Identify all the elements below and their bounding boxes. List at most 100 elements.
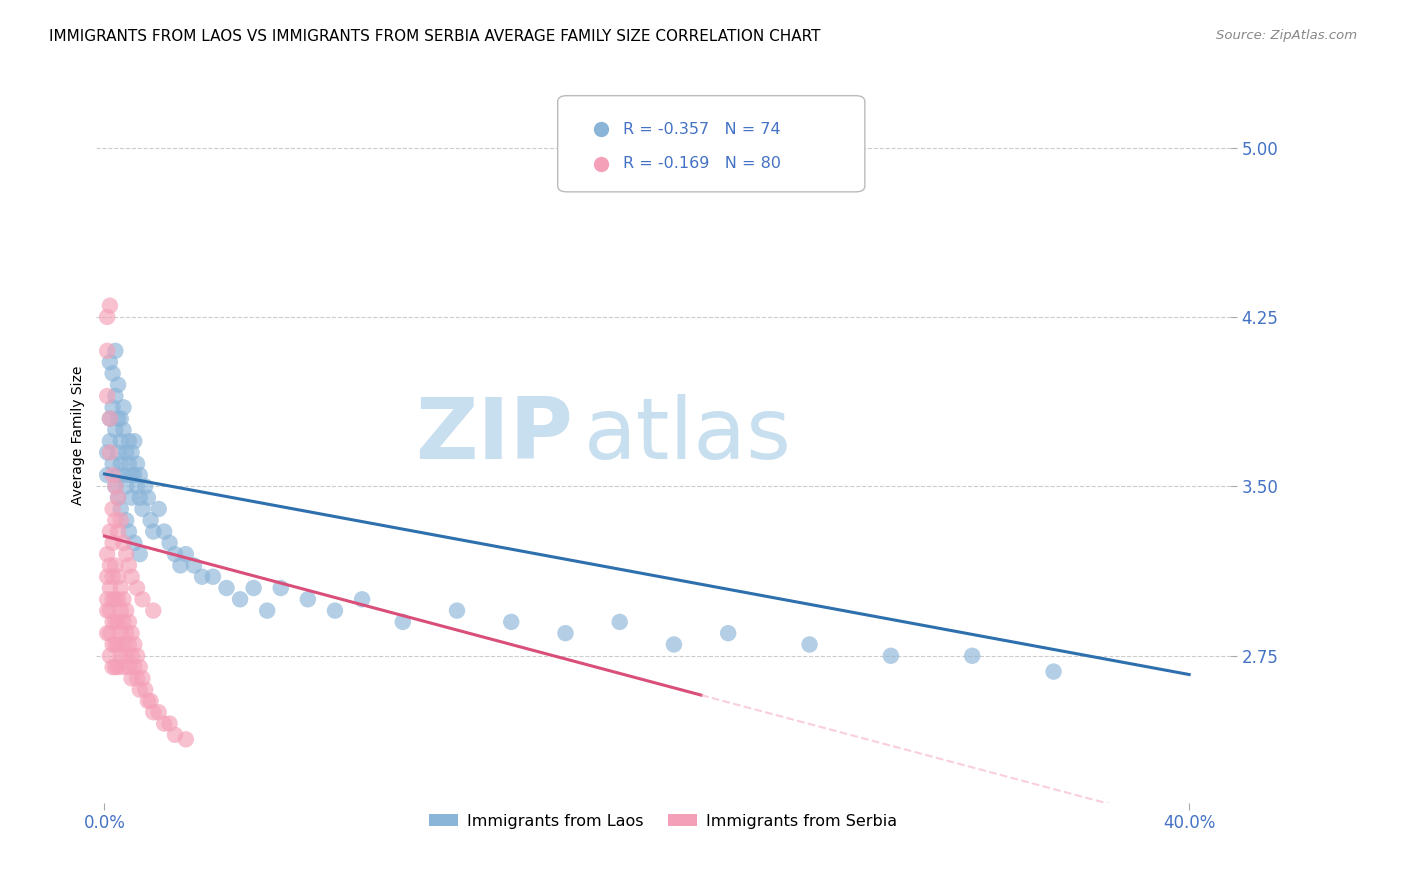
Point <box>107 570 129 584</box>
Point <box>142 604 165 618</box>
Point <box>112 423 135 437</box>
Point <box>118 615 141 629</box>
Point <box>118 434 141 449</box>
Point <box>98 558 121 573</box>
Point <box>110 626 132 640</box>
Point <box>96 343 118 358</box>
Point <box>96 468 118 483</box>
Point <box>124 660 146 674</box>
Point <box>115 547 138 561</box>
Point <box>242 581 264 595</box>
Point <box>134 479 156 493</box>
Point <box>101 660 124 674</box>
Point <box>107 468 129 483</box>
Point <box>118 558 141 573</box>
Point <box>98 411 121 425</box>
Point <box>118 638 141 652</box>
Point <box>112 615 135 629</box>
Point <box>799 638 821 652</box>
Point <box>110 502 132 516</box>
Point <box>110 411 132 425</box>
Legend: Immigrants from Laos, Immigrants from Serbia: Immigrants from Laos, Immigrants from Se… <box>423 807 904 835</box>
Point <box>142 705 165 719</box>
Point <box>131 672 153 686</box>
Point <box>121 491 143 505</box>
Point <box>124 536 146 550</box>
Point <box>104 660 127 674</box>
Point <box>121 648 143 663</box>
Point <box>104 479 127 493</box>
Point <box>98 604 121 618</box>
Point <box>153 524 176 539</box>
Point <box>107 638 129 652</box>
Point <box>125 672 148 686</box>
FancyBboxPatch shape <box>558 95 865 192</box>
Point <box>163 728 186 742</box>
Point <box>104 558 127 573</box>
Point <box>124 468 146 483</box>
Point <box>101 468 124 483</box>
Y-axis label: Average Family Size: Average Family Size <box>72 366 86 505</box>
Point <box>169 558 191 573</box>
Point <box>215 581 238 595</box>
Point <box>115 626 138 640</box>
Point <box>101 592 124 607</box>
Point <box>101 457 124 471</box>
Point <box>112 401 135 415</box>
Point <box>131 592 153 607</box>
Point <box>121 626 143 640</box>
Point <box>107 592 129 607</box>
Point <box>98 648 121 663</box>
Point <box>554 626 576 640</box>
Point <box>1042 665 1064 679</box>
Point <box>136 491 159 505</box>
Point <box>112 660 135 674</box>
Point <box>391 615 413 629</box>
Point <box>880 648 903 663</box>
Point <box>256 604 278 618</box>
Point <box>110 604 132 618</box>
Point <box>115 604 138 618</box>
Point <box>125 581 148 595</box>
Point <box>98 434 121 449</box>
Point <box>136 694 159 708</box>
Point <box>107 491 129 505</box>
Point <box>131 502 153 516</box>
Point <box>201 570 224 584</box>
Point <box>107 491 129 505</box>
Point <box>124 434 146 449</box>
Point <box>134 682 156 697</box>
Point <box>191 570 214 584</box>
Point <box>125 457 148 471</box>
Point <box>115 445 138 459</box>
Point <box>115 479 138 493</box>
Point <box>118 457 141 471</box>
Point <box>148 502 170 516</box>
Point <box>104 615 127 629</box>
Point <box>139 694 162 708</box>
Text: Source: ZipAtlas.com: Source: ZipAtlas.com <box>1216 29 1357 42</box>
Point <box>183 558 205 573</box>
Point <box>112 536 135 550</box>
Point <box>96 626 118 640</box>
Point <box>104 513 127 527</box>
Text: atlas: atlas <box>583 394 792 477</box>
Point <box>148 705 170 719</box>
Point <box>110 648 132 663</box>
Point <box>159 716 181 731</box>
Point <box>229 592 252 607</box>
Point <box>609 615 631 629</box>
Point <box>96 604 118 618</box>
Point <box>142 524 165 539</box>
Point <box>501 615 523 629</box>
Point <box>121 468 143 483</box>
Point <box>96 389 118 403</box>
Point <box>110 513 132 527</box>
Text: ZIP: ZIP <box>415 394 572 477</box>
Point <box>107 377 129 392</box>
Point <box>107 524 129 539</box>
Point <box>96 570 118 584</box>
Point <box>98 355 121 369</box>
Point <box>128 660 150 674</box>
Text: R = -0.357   N = 74: R = -0.357 N = 74 <box>623 122 782 137</box>
